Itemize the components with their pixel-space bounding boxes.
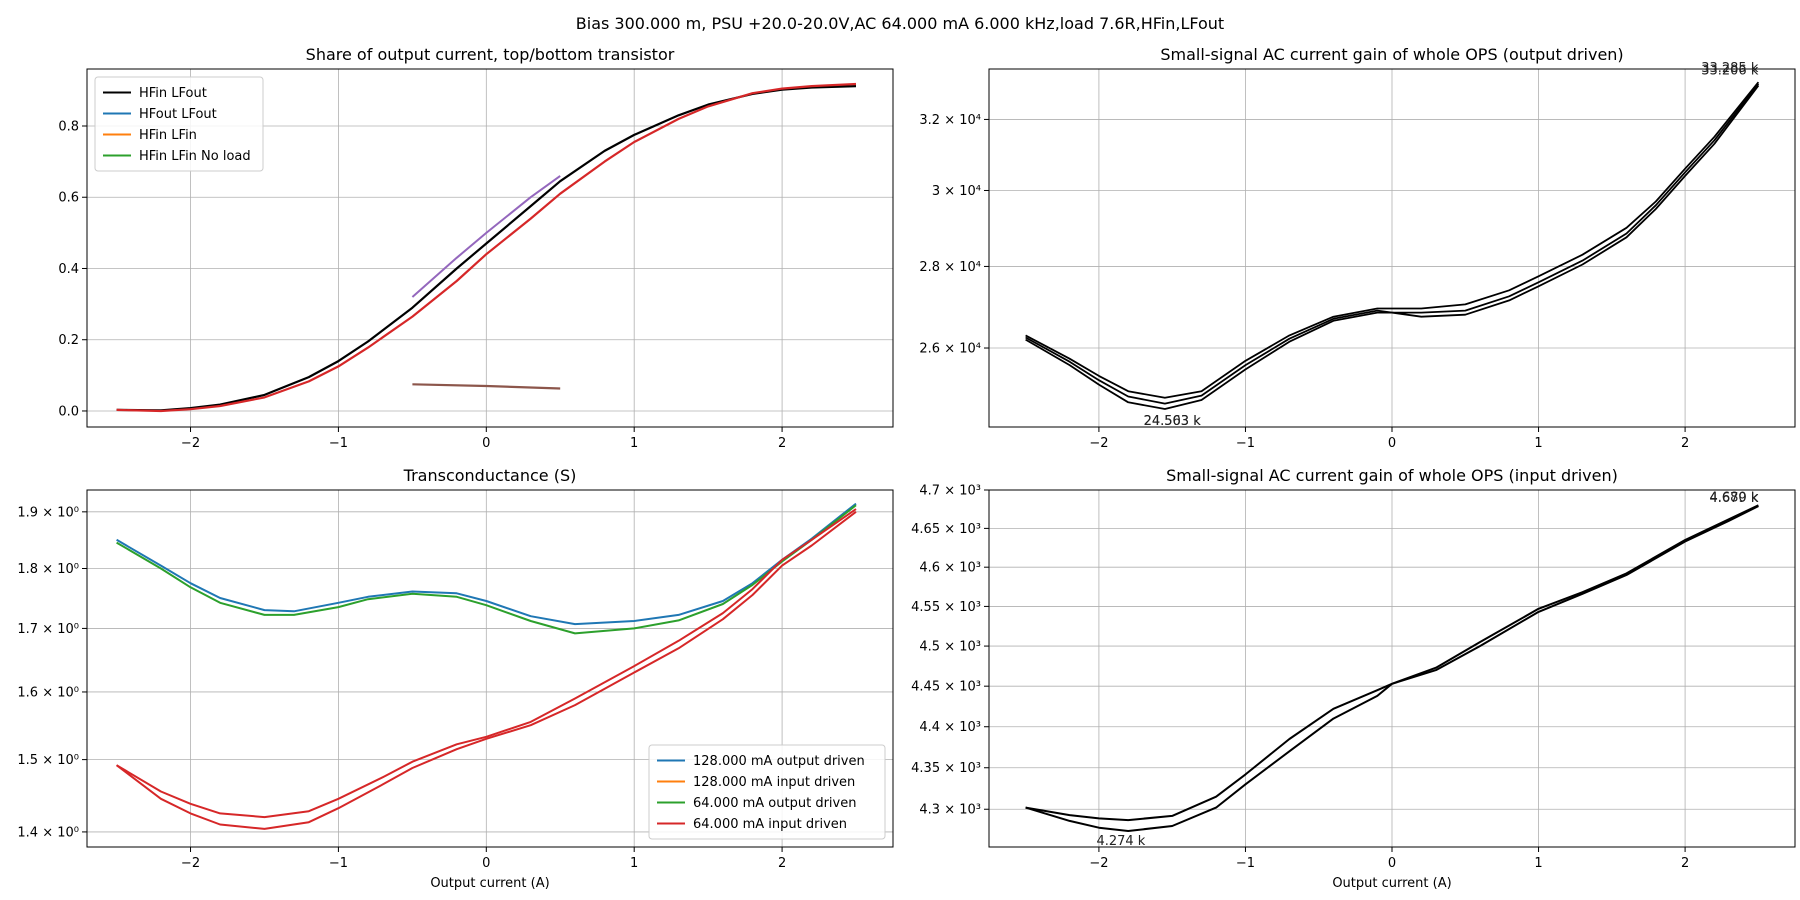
chart-transconductance: −2 −1 0 1 2 1.4 × 10⁰ 1.5 × 10⁰ 1.6 × 10⁰ 1.7 × … <box>17 466 894 891</box>
x-tick-label: 0 <box>482 856 490 871</box>
series-line-1 <box>1025 83 1760 410</box>
series-line-1 <box>116 82 857 413</box>
x-axis-label: Output current (A) <box>430 876 549 891</box>
legend-label: HFin LFin No load <box>139 149 251 164</box>
legend-label: HFin LFin <box>139 128 197 143</box>
legend-label: 64.000 mA output driven <box>693 796 856 811</box>
y-tick-label: 1.4 × 10⁰ <box>17 825 79 840</box>
series-line-2 <box>411 175 561 298</box>
x-tick-label: 1 <box>1534 856 1542 871</box>
x-tick-label: 2 <box>778 856 786 871</box>
legend-box <box>648 744 886 840</box>
x-tick-label: −2 <box>181 436 200 451</box>
y-tick-label: 4.65 × 10³ <box>911 522 981 537</box>
y-tick-label: 0.6 <box>58 191 79 206</box>
y-tick-label: 0.4 <box>58 262 79 277</box>
series-line-1 <box>116 504 857 635</box>
series-line-1 <box>1025 505 1759 832</box>
figure-title: Bias 300.000 m, PSU +20.0-20.0V,AC 64.00… <box>575 14 1225 33</box>
chart-share: −2 −1 0 1 2 0.0 0.2 0.4 0.6 0.8 Share of output cu… <box>58 45 894 451</box>
point-annotation: 24.563 k <box>1144 414 1202 429</box>
x-tick-label: 2 <box>1681 856 1689 871</box>
x-tick-label: −1 <box>329 856 348 871</box>
x-tick-label: −2 <box>1089 856 1108 871</box>
legend-box <box>94 76 264 172</box>
x-tick-label: −2 <box>1089 436 1108 451</box>
x-tick-label: −2 <box>181 856 200 871</box>
legend-label: HFin LFout <box>139 86 207 101</box>
axes-frame <box>86 489 894 848</box>
series-line-0 <box>1025 81 1760 399</box>
y-tick-label: 1.7 × 10⁰ <box>17 622 79 637</box>
y-tick-label: 0.8 <box>58 119 79 134</box>
series-line-2 <box>1025 85 1760 405</box>
y-tick-label: 2.8 × 10⁴ <box>919 260 981 275</box>
y-tick-label: 1.9 × 10⁰ <box>17 505 79 520</box>
chart-title: Small-signal AC current gain of whole OP… <box>1160 45 1623 64</box>
y-tick-label: 1.5 × 10⁰ <box>17 753 79 768</box>
chart-title: Transconductance (S) <box>403 466 577 485</box>
y-tick-label: 4.55 × 10³ <box>911 600 981 615</box>
x-tick-label: −1 <box>1236 436 1255 451</box>
chart-gain-output: −2 −1 0 1 2 2.6 × 10⁴ 2.8 × 10⁴ 3 × 10⁴ 3.2 × 10… <box>919 45 1796 451</box>
y-tick-label: 0.0 <box>58 404 79 419</box>
y-tick-label: 4.3 × 10³ <box>919 803 981 818</box>
y-tick-label: 3 × 10⁴ <box>932 184 981 199</box>
series-line-2 <box>116 508 857 819</box>
legend-label: 128.000 mA output driven <box>693 754 865 769</box>
series-line-0 <box>1025 504 1759 822</box>
y-tick-label: 0.2 <box>58 333 79 348</box>
point-annotation: 4.679 k <box>1709 491 1758 506</box>
chart-title: Small-signal AC current gain of whole OP… <box>1166 466 1618 485</box>
chart-title: Share of output current, top/bottom tran… <box>306 45 675 64</box>
point-annotation: 33.285 k <box>1701 61 1759 76</box>
point-annotation: 33.206 k <box>1701 64 1759 79</box>
y-tick-label: 4.35 × 10³ <box>911 761 981 776</box>
legend-label: 128.000 mA input driven <box>693 775 855 790</box>
chart-gain-input: −2 −1 0 1 2 4.3 × 10³ 4.35 × 10³ 4.4 × 10³ 4.45 … <box>911 466 1796 891</box>
legend-label: HFout LFout <box>139 107 217 122</box>
y-tick-label: 4.7 × 10³ <box>919 484 981 499</box>
x-tick-label: 1 <box>630 856 638 871</box>
x-axis-label: Output current (A) <box>1332 876 1451 891</box>
y-tick-label: 4.6 × 10³ <box>919 561 981 576</box>
axes-frame <box>86 68 894 428</box>
legend: 128.000 mA output driven 128.000 mA input… <box>648 744 886 840</box>
y-tick-label: 4.45 × 10³ <box>911 680 981 695</box>
x-tick-label: 1 <box>630 436 638 451</box>
y-tick-label: 1.6 × 10⁰ <box>17 685 79 700</box>
series-line-3 <box>115 511 857 830</box>
x-tick-label: 0 <box>482 436 490 451</box>
y-tick-label: 4.5 × 10³ <box>919 640 981 655</box>
series-line-0 <box>116 502 857 626</box>
y-tick-label: 4.4 × 10³ <box>919 720 981 735</box>
y-tick-label: 1.8 × 10⁰ <box>17 562 79 577</box>
x-tick-label: 2 <box>1681 436 1689 451</box>
x-tick-label: 0 <box>1388 436 1396 451</box>
x-tick-label: 1 <box>1534 436 1542 451</box>
x-tick-label: −1 <box>1236 856 1255 871</box>
point-annotation: 4.680 k <box>1709 490 1758 505</box>
x-tick-label: −1 <box>329 436 348 451</box>
y-tick-label: 2.6 × 10⁴ <box>919 342 981 357</box>
series-line-3 <box>412 383 561 390</box>
legend: HFin LFout HFout LFout HFin LFin HFin LFin … <box>94 76 264 172</box>
legend-label: 64.000 mA input driven <box>693 817 847 832</box>
x-tick-label: 2 <box>778 436 786 451</box>
point-annotation: 4.274 k <box>1096 834 1145 849</box>
point-annotation: 24.503 k <box>1144 414 1202 429</box>
y-tick-label: 3.2 × 10⁴ <box>919 113 981 128</box>
x-tick-label: 0 <box>1388 856 1396 871</box>
